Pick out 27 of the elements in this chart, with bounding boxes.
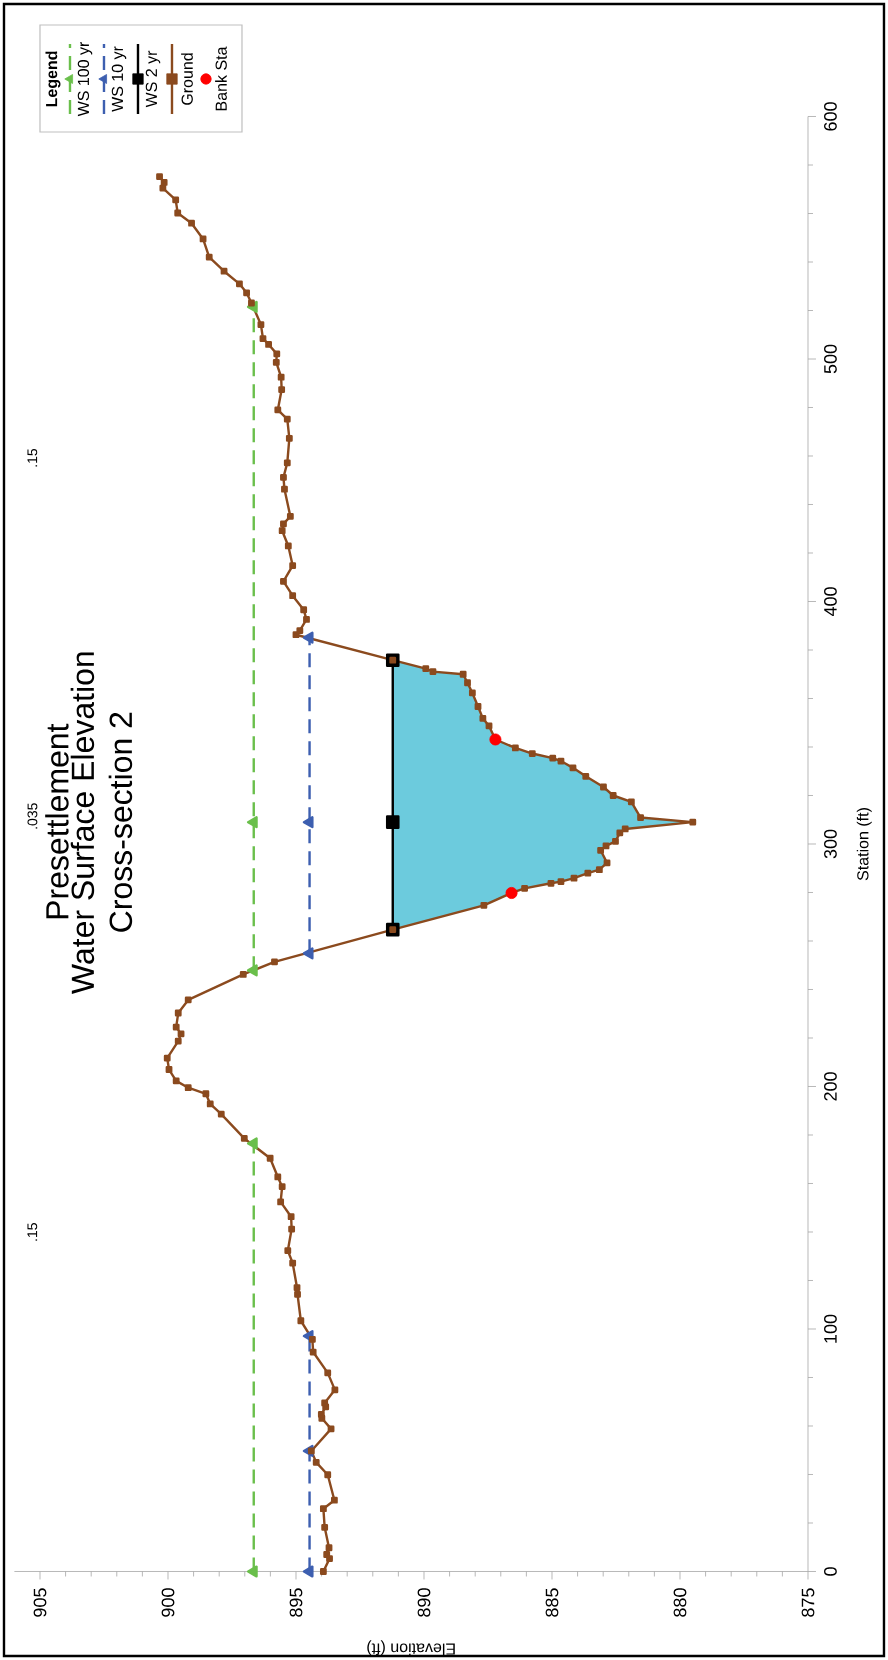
y-axis-title: Station (ft) <box>856 808 872 881</box>
y-tick-label: 200 <box>824 1072 837 1101</box>
annotation: .035 <box>27 803 38 829</box>
y-tick-label: 400 <box>824 587 837 617</box>
text: Presettlement <box>45 723 69 919</box>
x-tick-label: 885 <box>545 1588 559 1617</box>
y-tick-label: 600 <box>824 102 837 131</box>
y-tick-label: 100 <box>824 1314 837 1343</box>
y-tick-label: 300 <box>824 829 837 859</box>
y-tick-label: 500 <box>824 344 837 374</box>
y-tick-label: 0 <box>824 1567 837 1576</box>
legend-label: Bank Sta <box>215 46 227 111</box>
x-tick-label: 875 <box>801 1588 815 1617</box>
x-tick-label: 900 <box>161 1588 175 1617</box>
x-tick-label: 905 <box>33 1588 47 1617</box>
annotation: .15 <box>27 448 38 467</box>
legend-label: WS 10 yr <box>111 46 127 112</box>
text: Water Surface Elevation Cross-section 2 <box>70 652 133 994</box>
x-tick-label: 880 <box>673 1588 687 1617</box>
legend-title: Legend <box>45 51 61 107</box>
legend-label: WS 100 yr <box>77 41 93 117</box>
legend-label: Ground <box>181 53 193 105</box>
x-tick-label: 890 <box>417 1588 431 1617</box>
annotation: .15 <box>27 1223 38 1241</box>
x-tick-label: 895 <box>289 1588 303 1617</box>
x-axis-title: Elevation (ft) <box>367 1640 455 1656</box>
legend-label: WS 2 yr <box>145 50 161 108</box>
